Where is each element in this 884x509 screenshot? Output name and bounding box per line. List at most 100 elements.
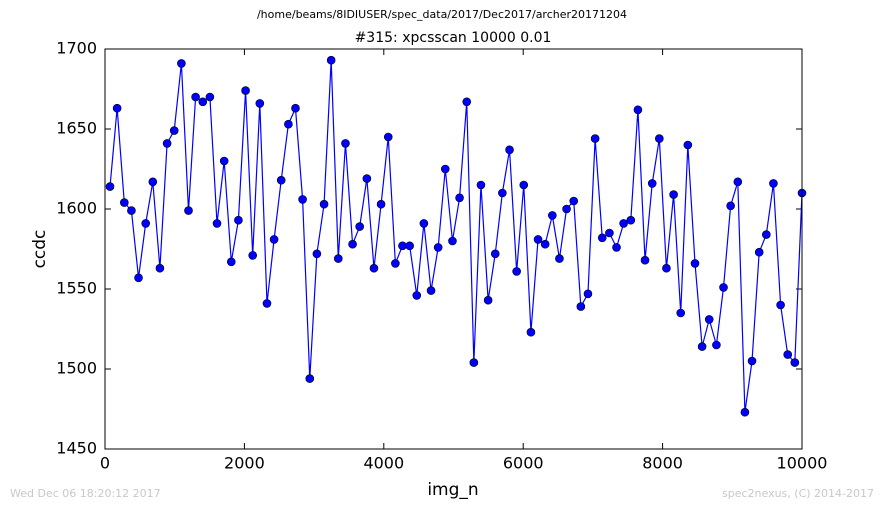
data-point bbox=[184, 206, 193, 215]
data-point bbox=[198, 97, 208, 107]
data-point bbox=[576, 302, 586, 311]
data-point bbox=[448, 236, 457, 246]
data-point bbox=[120, 198, 129, 207]
data-point bbox=[262, 299, 272, 308]
data-point bbox=[548, 211, 557, 220]
y-tick-label: 1450 bbox=[56, 439, 97, 458]
y-tick-label: 1700 bbox=[56, 39, 97, 58]
data-point bbox=[583, 289, 593, 299]
data-point bbox=[626, 215, 636, 225]
data-point bbox=[341, 139, 350, 148]
data-point bbox=[662, 263, 671, 273]
footer-left: Wed Dec 06 18:20:12 2017 bbox=[10, 487, 161, 500]
data-point bbox=[376, 199, 386, 209]
data-point bbox=[483, 295, 493, 305]
data-point bbox=[205, 92, 215, 102]
data-point bbox=[234, 215, 243, 225]
data-point bbox=[655, 134, 664, 143]
x-tick-label: 4000 bbox=[363, 454, 404, 473]
data-point bbox=[276, 175, 286, 185]
data-point bbox=[155, 263, 165, 273]
x-tick-label: 6000 bbox=[503, 454, 544, 473]
x-tick-label: 0 bbox=[100, 454, 110, 473]
data-point bbox=[526, 327, 536, 337]
footer-right: spec2nexus, (C) 2014-2017 bbox=[722, 487, 874, 500]
data-point bbox=[747, 356, 757, 366]
data-point bbox=[776, 300, 785, 310]
y-axis-label: ccdc bbox=[30, 230, 50, 269]
data-point bbox=[562, 204, 571, 214]
data-point bbox=[212, 219, 222, 228]
data-point bbox=[169, 126, 179, 135]
data-point bbox=[590, 134, 600, 143]
y-tick-label: 1550 bbox=[56, 279, 97, 298]
data-point bbox=[647, 179, 657, 188]
data-point bbox=[348, 239, 357, 249]
data-point bbox=[669, 190, 678, 199]
data-point bbox=[733, 177, 743, 187]
data-point bbox=[134, 273, 143, 283]
data-point bbox=[555, 254, 564, 263]
data-point bbox=[676, 308, 686, 318]
data-point bbox=[369, 263, 379, 273]
data-point bbox=[704, 315, 714, 324]
data-point bbox=[148, 177, 158, 187]
data-point bbox=[605, 228, 614, 238]
data-point bbox=[177, 59, 186, 68]
data-point bbox=[540, 239, 550, 249]
data-point bbox=[362, 174, 372, 183]
y-tick-label: 1500 bbox=[56, 359, 97, 378]
data-point bbox=[226, 257, 236, 267]
data-point bbox=[419, 219, 429, 228]
data-point bbox=[127, 206, 136, 215]
data-point bbox=[790, 358, 800, 367]
data-point bbox=[719, 283, 728, 292]
data-point bbox=[633, 105, 643, 115]
data-point bbox=[519, 180, 529, 190]
data-point bbox=[298, 195, 307, 204]
data-point bbox=[612, 243, 621, 252]
data-point bbox=[398, 241, 407, 251]
data-point bbox=[533, 235, 543, 244]
data-point bbox=[754, 247, 764, 257]
data-point bbox=[783, 350, 793, 359]
data-point bbox=[141, 219, 151, 228]
data-point bbox=[505, 145, 514, 155]
data-point bbox=[740, 407, 750, 417]
x-tick-label: 10000 bbox=[777, 454, 828, 473]
data-point bbox=[433, 243, 443, 252]
data-point bbox=[569, 196, 579, 206]
data-point bbox=[640, 255, 650, 265]
y-tick-label: 1650 bbox=[56, 119, 97, 138]
plot-frame bbox=[104, 48, 803, 450]
suptitle: /home/beams/8IDIUSER/spec_data/2017/Dec2… bbox=[257, 8, 627, 21]
data-point bbox=[683, 140, 693, 150]
data-point bbox=[426, 286, 436, 295]
data-point bbox=[319, 199, 329, 209]
data-point bbox=[219, 156, 229, 166]
x-axis-label: img_n bbox=[427, 480, 478, 500]
data-point bbox=[383, 132, 393, 142]
data-point bbox=[412, 291, 422, 300]
x-tick-label: 2000 bbox=[224, 454, 265, 473]
data-point bbox=[162, 139, 172, 148]
data-point bbox=[762, 230, 771, 239]
data-point bbox=[355, 222, 364, 231]
data-point bbox=[726, 201, 735, 211]
data-point bbox=[512, 267, 521, 276]
data-point bbox=[105, 182, 115, 191]
data-point bbox=[476, 180, 486, 190]
data-point bbox=[255, 99, 265, 108]
data-point bbox=[191, 92, 200, 102]
data-point bbox=[597, 233, 607, 243]
data-point bbox=[769, 179, 778, 188]
data-point bbox=[284, 119, 293, 129]
data-point bbox=[405, 241, 414, 251]
data-line bbox=[109, 60, 803, 413]
data-point bbox=[440, 164, 450, 174]
data-point bbox=[269, 235, 279, 244]
y-tick-label: 1600 bbox=[56, 199, 97, 218]
data-point bbox=[712, 340, 721, 350]
